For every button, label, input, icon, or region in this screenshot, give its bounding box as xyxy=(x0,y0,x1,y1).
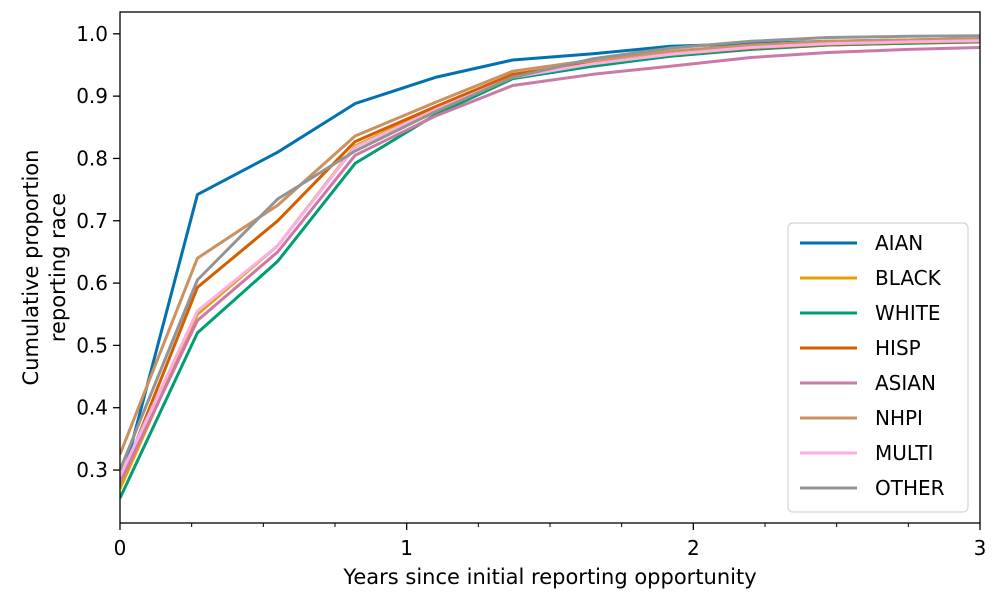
y-axis-label-line: Cumulative proportion xyxy=(19,150,43,386)
y-tick-label: 0.7 xyxy=(76,209,108,233)
y-tick-label: 1.0 xyxy=(76,22,108,46)
x-tick-label: 0 xyxy=(114,536,127,560)
legend-label-nhpi: NHPI xyxy=(875,406,923,430)
series-line-asian xyxy=(120,46,980,484)
x-tick-label: 3 xyxy=(974,536,987,560)
legend-label-asian: ASIAN xyxy=(875,371,936,395)
legend-box xyxy=(787,222,969,513)
y-axis-label-line: reporting race xyxy=(46,193,70,342)
plot-lines xyxy=(120,34,980,499)
x-axis-label: Years since initial reporting opportunit… xyxy=(342,565,756,589)
series-line-other xyxy=(120,34,980,471)
legend-label-aian: AIAN xyxy=(875,231,923,255)
y-axis: 0.3 0.4 0.5 0.6 0.7 0.8 0.9 1.0 xyxy=(76,22,120,482)
legend-label-hisp: HISP xyxy=(875,336,921,360)
y-tick-label: 0.3 xyxy=(76,458,108,482)
legend-label-multi: MULTI xyxy=(875,441,933,465)
legend: AIAN BLACK WHITE HISP ASIAN NHPI MULTI OTHER xyxy=(787,222,969,513)
legend-label-white: WHITE xyxy=(875,301,941,325)
x-tick-label: 1 xyxy=(400,536,413,560)
y-tick-label: 0.5 xyxy=(76,333,108,357)
legend-label-other: OTHER xyxy=(875,476,945,500)
series-line-multi xyxy=(120,39,980,477)
x-tick-label: 2 xyxy=(687,536,700,560)
y-tick-label: 0.9 xyxy=(76,84,108,108)
y-axis-label: Cumulative proportion reporting race xyxy=(19,150,70,386)
y-tick-label: 0.6 xyxy=(76,271,108,295)
x-axis: 0 1 2 3 xyxy=(114,523,987,560)
y-tick-label: 0.4 xyxy=(76,396,108,420)
y-tick-label: 0.8 xyxy=(76,146,108,170)
legend-label-black: BLACK xyxy=(875,266,942,290)
